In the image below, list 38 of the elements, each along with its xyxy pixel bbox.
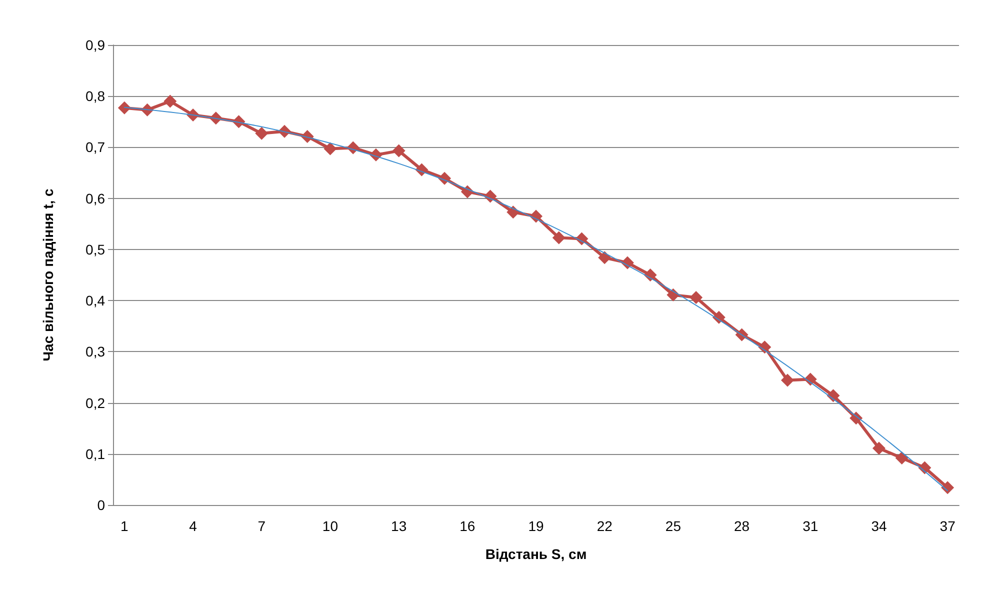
- point: [255, 126, 268, 140]
- point: [598, 251, 612, 264]
- point: [895, 451, 908, 464]
- x-tick-label: 19: [528, 518, 544, 534]
- x-tick-label: 13: [391, 518, 407, 534]
- y-axis-title: Час вільного падіння t, с: [40, 188, 56, 362]
- point: [118, 101, 131, 114]
- point: [392, 144, 406, 158]
- point: [941, 481, 954, 494]
- y-tick-label: 0,6: [86, 190, 106, 206]
- y-tick-label: 0,4: [86, 292, 106, 309]
- x-tick-label: 16: [460, 518, 476, 534]
- y-tick-label: 0,3: [86, 344, 106, 360]
- x-tick-label: 4: [189, 518, 198, 534]
- point: [506, 206, 520, 219]
- point: [164, 94, 177, 108]
- y-tick-label: 0,9: [86, 37, 106, 53]
- y-tick-label: 0: [97, 497, 106, 513]
- x-axis-title: Відстань S, см: [485, 546, 587, 562]
- y-tick-label: 0,5: [86, 241, 106, 258]
- point: [872, 442, 886, 455]
- x-tick-label: 25: [665, 518, 682, 534]
- point: [552, 231, 566, 244]
- x-tick-label: 1: [120, 518, 129, 534]
- y-tick-label: 0,7: [86, 139, 106, 156]
- y-tick-label: 0,1: [86, 446, 106, 462]
- point: [324, 142, 337, 156]
- x-tick-label: 7: [258, 518, 266, 534]
- x-tick-label: 10: [322, 518, 338, 534]
- point: [690, 290, 703, 304]
- point: [781, 374, 794, 387]
- x-tick-label: 37: [940, 518, 956, 534]
- y-tick-label: 0,8: [86, 88, 106, 104]
- x-tick-label: 34: [871, 518, 887, 534]
- x-tick-label: 31: [802, 518, 818, 534]
- y-tick-label: 0,2: [86, 394, 106, 411]
- x-tick-label: 22: [596, 518, 613, 534]
- x-tick-label: 28: [734, 518, 750, 534]
